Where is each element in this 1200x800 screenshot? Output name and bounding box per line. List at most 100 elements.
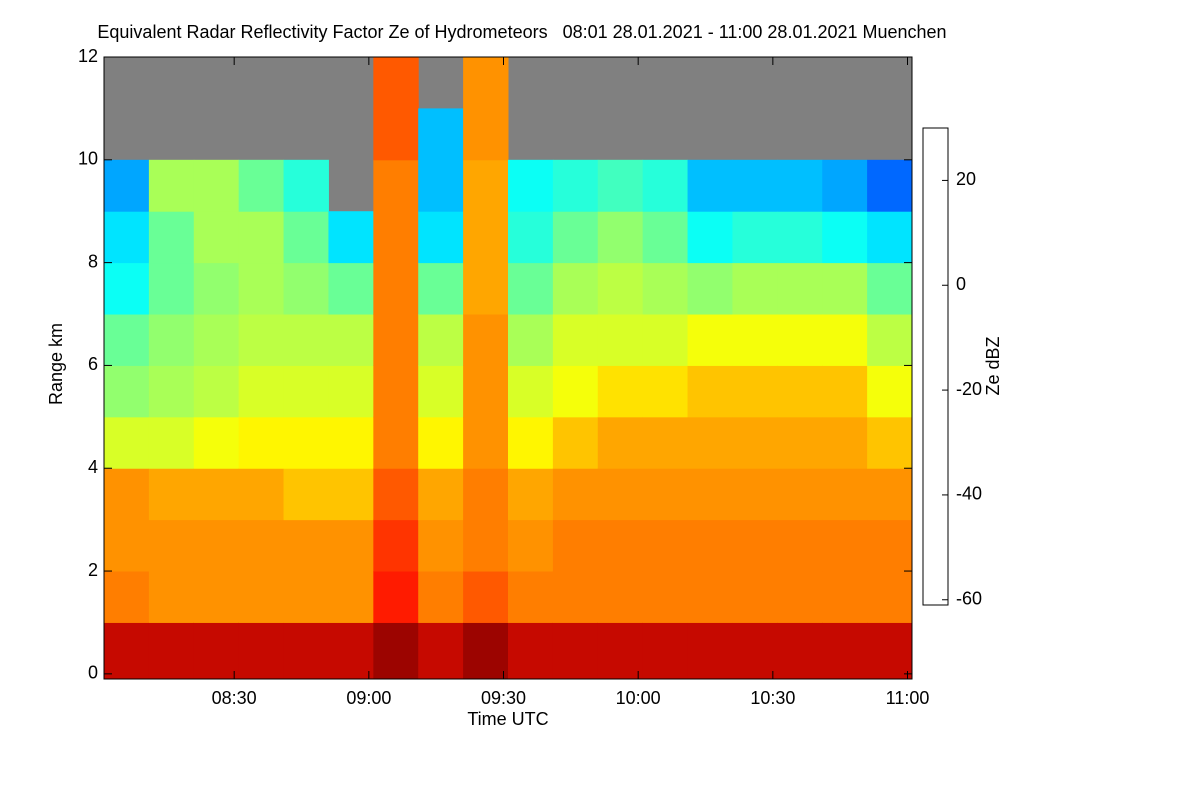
chart-title: Equivalent Radar Reflectivity Factor Ze … bbox=[97, 22, 946, 42]
heatmap-cell bbox=[552, 571, 599, 623]
heatmap-cell bbox=[867, 622, 913, 680]
heatmap-cell bbox=[283, 159, 329, 212]
heatmap-cell bbox=[508, 468, 554, 521]
heatmap-cell bbox=[597, 622, 644, 680]
heatmap-cell bbox=[687, 365, 733, 418]
heatmap-cell bbox=[822, 262, 868, 315]
heatmap-cell bbox=[597, 571, 644, 623]
heatmap-cell bbox=[148, 211, 195, 264]
y-tick-label: 10 bbox=[78, 149, 98, 169]
heatmap-cell bbox=[867, 519, 913, 572]
heatmap-cell bbox=[597, 211, 644, 264]
heatmap-cell bbox=[283, 468, 329, 521]
heatmap-cell bbox=[777, 416, 823, 469]
heatmap-cell bbox=[597, 468, 644, 521]
heatmap-cell bbox=[373, 314, 419, 366]
heatmap-cell bbox=[642, 314, 689, 366]
heatmap-cell bbox=[642, 365, 689, 418]
heatmap-cell bbox=[732, 211, 778, 264]
heatmap-cell bbox=[373, 519, 419, 572]
heatmap-cell bbox=[283, 571, 329, 623]
heatmap-cell bbox=[822, 468, 868, 521]
heatmap-cell bbox=[777, 211, 823, 264]
heatmap-cell bbox=[418, 211, 464, 264]
heatmap-cell bbox=[418, 622, 464, 680]
colorbar-tick-label: -40 bbox=[956, 484, 982, 504]
heatmap-cell bbox=[822, 314, 868, 366]
heatmap-cell bbox=[777, 159, 823, 212]
heatmap-cell bbox=[373, 416, 419, 469]
heatmap-cell bbox=[867, 211, 913, 264]
heatmap-cell bbox=[373, 468, 419, 521]
heatmap-cell bbox=[104, 622, 150, 680]
heatmap-cell bbox=[777, 622, 823, 680]
y-axis-label: Range km bbox=[46, 323, 66, 405]
colorbar-tick-label: 20 bbox=[956, 169, 976, 189]
heatmap-cell bbox=[867, 365, 913, 418]
heatmap-cell bbox=[148, 365, 195, 418]
heatmap-cell bbox=[597, 159, 644, 212]
heatmap-cell bbox=[687, 314, 733, 366]
heatmap-cell bbox=[238, 159, 285, 212]
heatmap-cell bbox=[193, 468, 240, 521]
colorbar-tick-label: -20 bbox=[956, 379, 982, 399]
heatmap-cell bbox=[463, 571, 509, 623]
heatmap-cell bbox=[822, 211, 868, 264]
heatmap-cell bbox=[552, 314, 599, 366]
heatmap-cell bbox=[732, 365, 778, 418]
heatmap-cell bbox=[777, 519, 823, 572]
heatmap-cell bbox=[104, 571, 150, 623]
heatmap-cell bbox=[597, 519, 644, 572]
heatmap-cell bbox=[148, 262, 195, 315]
heatmap-cell bbox=[822, 159, 868, 212]
heatmap-cell bbox=[328, 622, 374, 680]
heatmap-cell bbox=[552, 622, 599, 680]
heatmap-cell bbox=[148, 314, 195, 366]
heatmap-cell bbox=[687, 416, 733, 469]
heatmap-cell bbox=[193, 571, 240, 623]
heatmap-cell bbox=[687, 211, 733, 264]
heatmap-cell bbox=[328, 314, 374, 366]
heatmap-cell bbox=[463, 108, 509, 161]
heatmap-cell bbox=[104, 314, 150, 366]
heatmap-cell bbox=[418, 365, 464, 418]
heatmap-cell bbox=[463, 468, 509, 521]
x-tick-label: 09:00 bbox=[346, 688, 391, 708]
heatmap-cell bbox=[238, 519, 285, 572]
heatmap-cell bbox=[552, 211, 599, 264]
heatmap-cell bbox=[373, 211, 419, 264]
heatmap-cell bbox=[687, 468, 733, 521]
heatmap-cell bbox=[732, 622, 778, 680]
heatmap-cell bbox=[193, 416, 240, 469]
heatmap-cell bbox=[193, 622, 240, 680]
heatmap-cell bbox=[193, 519, 240, 572]
heatmap-cell bbox=[597, 314, 644, 366]
heatmap-cell bbox=[687, 622, 733, 680]
heatmap-cell bbox=[238, 211, 285, 264]
heatmap-cell bbox=[777, 468, 823, 521]
heatmap-cell bbox=[508, 211, 554, 264]
heatmap-cell bbox=[687, 571, 733, 623]
heatmap-cell bbox=[104, 468, 150, 521]
heatmap-cell bbox=[238, 365, 285, 418]
heatmap-cell bbox=[238, 622, 285, 680]
heatmap-cell bbox=[418, 262, 464, 315]
heatmap-cell bbox=[463, 57, 509, 109]
y-tick-label: 2 bbox=[88, 560, 98, 580]
heatmap-cell bbox=[283, 416, 329, 469]
heatmap-cell bbox=[283, 622, 329, 680]
heatmap-cell bbox=[777, 365, 823, 418]
x-tick-label: 10:00 bbox=[616, 688, 661, 708]
heatmap-cell bbox=[552, 365, 599, 418]
heatmap-cell bbox=[373, 159, 419, 212]
colorbar-tick-label: 0 bbox=[956, 274, 966, 294]
heatmap-cell bbox=[597, 416, 644, 469]
heatmap-cell bbox=[508, 416, 554, 469]
heatmap-cell bbox=[104, 211, 150, 264]
heatmap-cell bbox=[238, 314, 285, 366]
heatmap-cell bbox=[328, 519, 374, 572]
heatmap-cell bbox=[373, 622, 419, 680]
heatmap-cell bbox=[552, 159, 599, 212]
heatmap-cell bbox=[552, 262, 599, 315]
